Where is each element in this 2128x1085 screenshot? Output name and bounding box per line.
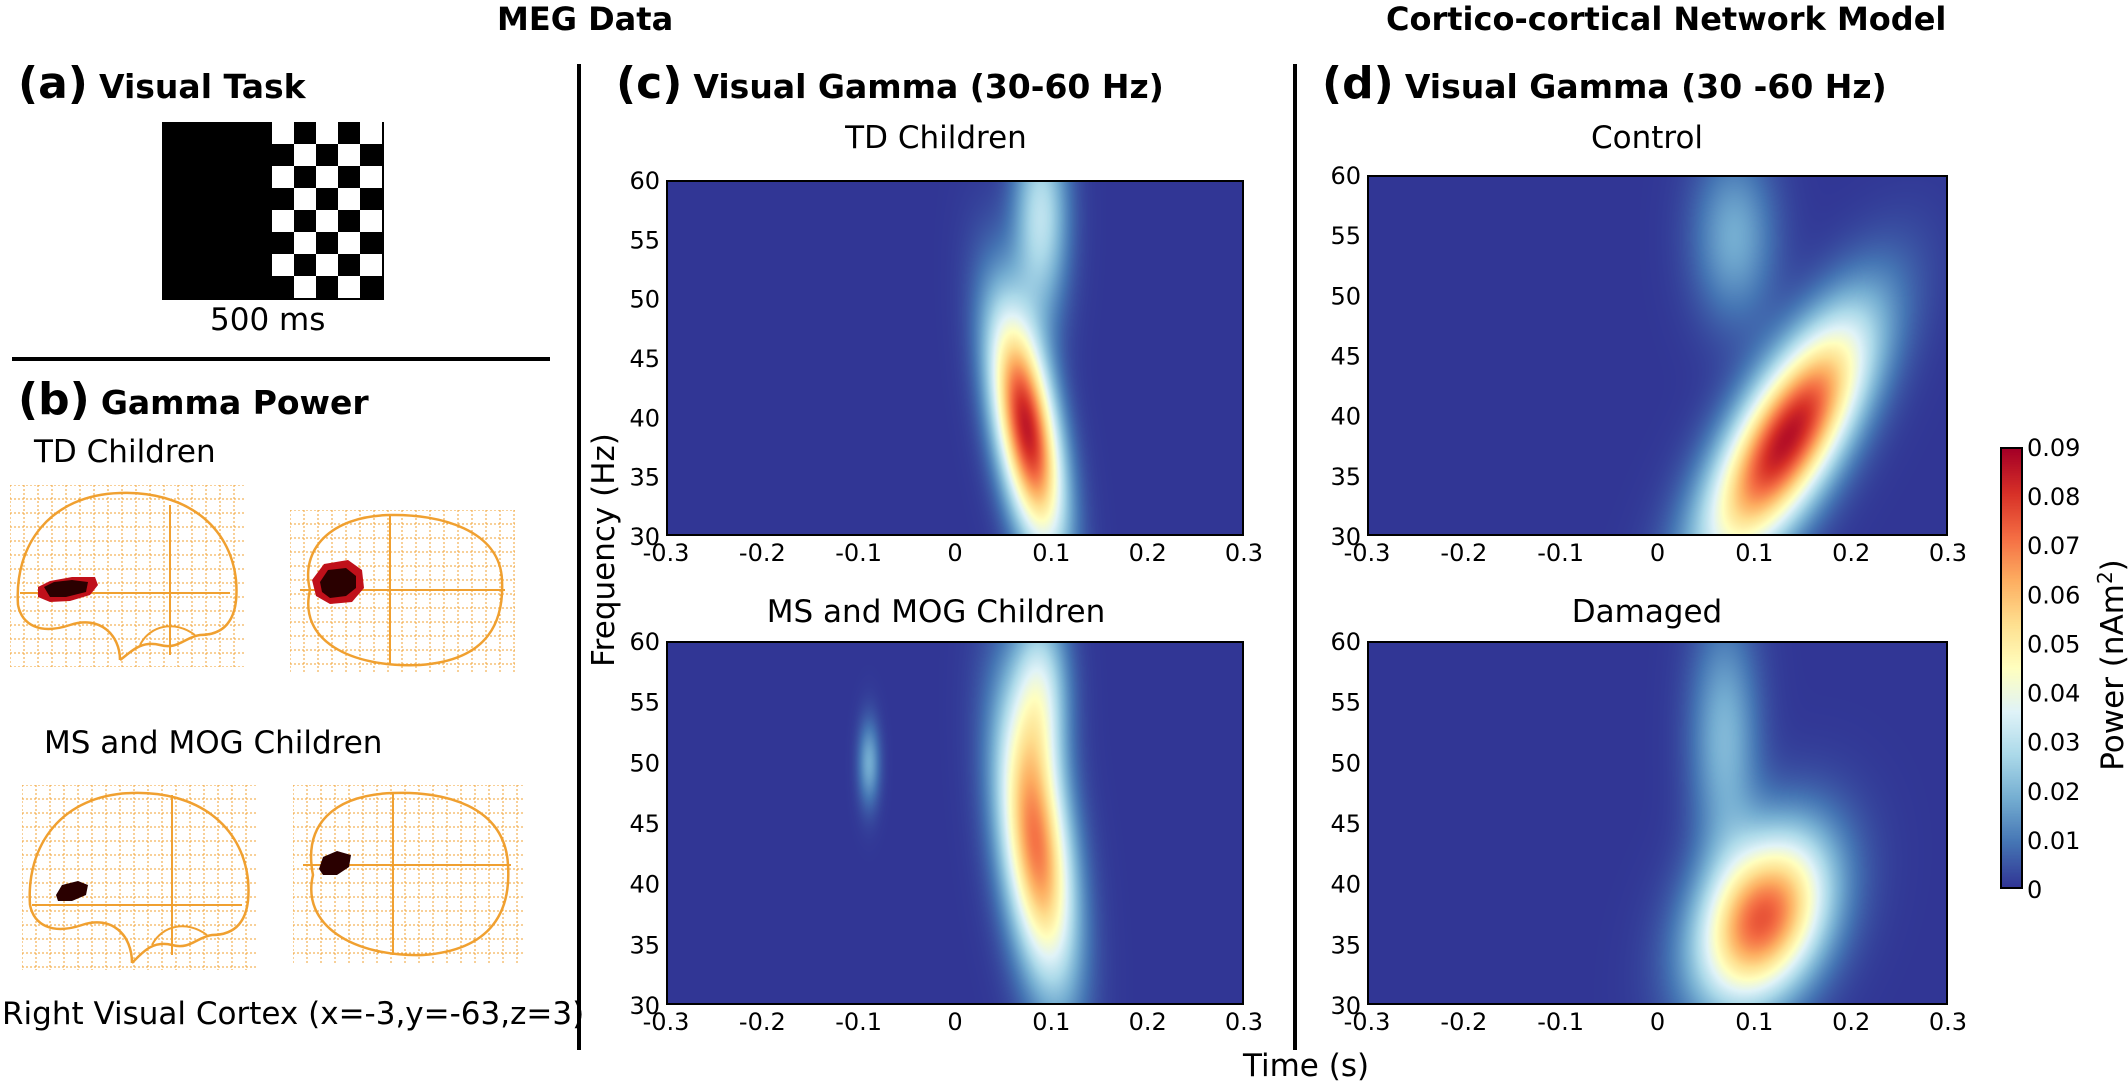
- y-tick-label: 45: [1330, 810, 1361, 838]
- x-tick-label: 0.3: [1225, 1008, 1263, 1036]
- y-tick-label: 55: [1330, 222, 1361, 250]
- y-tick-label: 30: [1330, 523, 1361, 551]
- y-tick-label: 30: [629, 992, 660, 1020]
- x-tick-label: 0.2: [1129, 539, 1167, 567]
- y-tick-label: 60: [1330, 162, 1361, 190]
- y-tick-label: 35: [629, 931, 660, 959]
- colorbar-tick-label: 0: [2027, 876, 2042, 904]
- x-tick-label: 0: [1650, 1008, 1665, 1036]
- y-tick-label: 35: [629, 464, 660, 492]
- x-tick-label: 0.1: [1032, 1008, 1070, 1036]
- y-tick-label: 60: [1330, 628, 1361, 656]
- colorbar-tick-label: 0.05: [2027, 630, 2080, 658]
- y-tick-label: 40: [1330, 871, 1361, 899]
- x-tick-label: -0.1: [835, 539, 882, 567]
- colorbar-label-sup: 2: [2093, 571, 2117, 584]
- colorbar-label: Power (nAm2): [2093, 559, 2128, 771]
- y-tick-label: 50: [629, 286, 660, 314]
- x-tick-label: 0.3: [1929, 1008, 1967, 1036]
- y-tick-label: 50: [1330, 749, 1361, 777]
- axis-ticks: -0.3 -0.2 -0.1 0 0.1 0.2 0.360555045403530-0.3…: [0, 0, 2128, 1085]
- y-tick-label: 45: [629, 345, 660, 373]
- x-tick-label: 0.3: [1225, 539, 1263, 567]
- colorbar-tick-label: 0.01: [2027, 827, 2080, 855]
- y-tick-label: 35: [1330, 931, 1361, 959]
- colorbar-tick-label: 0.02: [2027, 778, 2080, 806]
- x-tick-label: 0.2: [1832, 1008, 1870, 1036]
- x-tick-label: 0: [1650, 539, 1665, 567]
- colorbar-canvas: [2002, 449, 2021, 887]
- x-tick-label: 0: [947, 539, 962, 567]
- colorbar-label-close: ): [2095, 559, 2128, 571]
- x-tick-label: -0.1: [1537, 1008, 1584, 1036]
- x-tick-label: 0.1: [1032, 539, 1070, 567]
- y-tick-label: 50: [629, 749, 660, 777]
- y-tick-label: 55: [1330, 689, 1361, 717]
- x-tick-label: 0.2: [1129, 1008, 1167, 1036]
- y-tick-label: 30: [1330, 992, 1361, 1020]
- y-tick-label: 55: [629, 226, 660, 254]
- y-tick-label: 45: [1330, 343, 1361, 371]
- colorbar-tick-label: 0.09: [2027, 434, 2080, 462]
- y-tick-label: 30: [629, 523, 660, 551]
- y-tick-label: 60: [629, 628, 660, 656]
- y-tick-label: 40: [629, 404, 660, 432]
- colorbar-tick-label: 0.03: [2027, 729, 2080, 757]
- colorbar-tick-label: 0.04: [2027, 680, 2080, 708]
- x-tick-label: -0.1: [1537, 539, 1584, 567]
- y-tick-label: 50: [1330, 282, 1361, 310]
- x-tick-label: 0.2: [1832, 539, 1870, 567]
- x-tick-label: -0.2: [1440, 539, 1487, 567]
- colorbar-tick-label: 0.06: [2027, 581, 2080, 609]
- colorbar: [2000, 447, 2023, 889]
- x-tick-label: 0: [947, 1008, 962, 1036]
- x-tick-label: -0.2: [739, 539, 786, 567]
- x-tick-label: 0.1: [1735, 1008, 1773, 1036]
- colorbar-label-text: Power (nAm: [2095, 584, 2128, 771]
- colorbar-tick-label: 0.08: [2027, 483, 2080, 511]
- y-tick-label: 35: [1330, 463, 1361, 491]
- x-tick-label: 0.3: [1929, 539, 1967, 567]
- x-tick-label: -0.1: [835, 1008, 882, 1036]
- y-tick-label: 45: [629, 810, 660, 838]
- x-tick-label: 0.1: [1735, 539, 1773, 567]
- x-tick-label: -0.2: [739, 1008, 786, 1036]
- y-tick-label: 55: [629, 689, 660, 717]
- y-tick-label: 40: [629, 871, 660, 899]
- colorbar-tick-label: 0.07: [2027, 532, 2080, 560]
- y-tick-label: 60: [629, 167, 660, 195]
- x-tick-label: -0.2: [1440, 1008, 1487, 1036]
- y-tick-label: 40: [1330, 403, 1361, 431]
